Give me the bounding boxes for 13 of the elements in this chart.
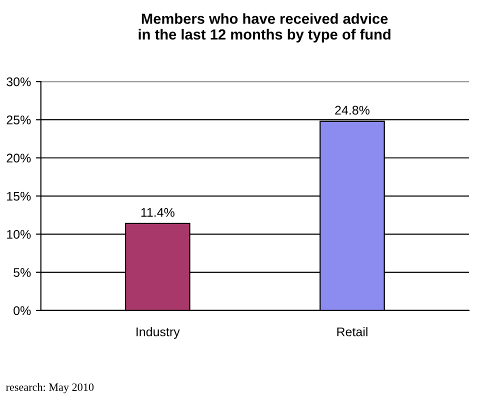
x-tick-label: Retail bbox=[337, 327, 368, 336]
y-tick-label: 10% bbox=[7, 230, 31, 239]
text: research: May 2010 bbox=[6, 383, 94, 394]
data-label: 11.4% bbox=[141, 208, 174, 217]
y-tick-label: 0% bbox=[14, 306, 31, 316]
data-label: 24.8% bbox=[335, 106, 370, 115]
y-tick-label: 20% bbox=[6, 154, 31, 163]
y-tick-label: 15% bbox=[7, 192, 31, 201]
y-tick-label: 5% bbox=[14, 268, 31, 277]
chart-title: Members who have received advice in the last 12 months by type of fund bbox=[138, 13, 390, 43]
x-tick-label: Industry bbox=[136, 327, 180, 339]
y-tick-label: 25% bbox=[6, 116, 31, 124]
y-tick-label: 30% bbox=[6, 77, 31, 86]
